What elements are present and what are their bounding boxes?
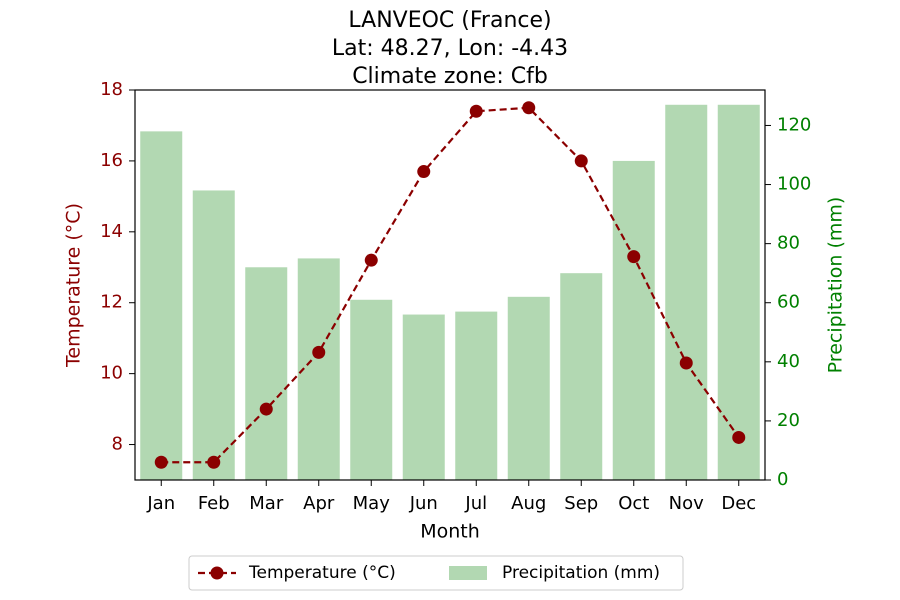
precipitation-bar-aug [507, 296, 550, 480]
precipitation-bars [140, 104, 760, 481]
temperature-tick-label: 8 [112, 434, 123, 455]
x-tick-label-jan: Jan [146, 493, 175, 514]
x-axis: Jan Feb Mar Apr May Jun Jul Aug Sep Oct Nov Dec [146, 480, 756, 514]
temperature-point-dec [732, 430, 746, 444]
temperature-point-mar [259, 402, 273, 416]
temperature-point-feb [207, 455, 221, 469]
chart-title: LANVEOC (France) Lat: 48.27, Lon: -4.43 … [332, 8, 568, 89]
temperature-axis-label: Temperature (°C) [63, 203, 85, 368]
x-tick-label-dec: Dec [721, 493, 756, 514]
title-line-3: Climate zone: Cfb [352, 64, 548, 89]
temperature-tick-label: 12 [100, 292, 123, 313]
precipitation-bar-jun [402, 314, 445, 480]
precipitation-bar-sep [560, 273, 603, 480]
precipitation-bar-feb [192, 190, 235, 481]
x-tick-label-nov: Nov [669, 493, 704, 514]
temperature-line [161, 106, 740, 464]
temperature-point-sep [574, 154, 588, 168]
temperature-point-oct [627, 250, 641, 264]
precipitation-tick-label: 120 [777, 114, 811, 135]
plot-frame [134, 89, 766, 481]
legend-box [188, 555, 684, 591]
temperature-point-aug [522, 101, 536, 115]
legend-temperature-label: Temperature (°C) [248, 563, 396, 583]
x-tick-label-may: May [353, 493, 391, 514]
precipitation-bar-nov [665, 104, 708, 480]
x-tick-label-oct: Oct [618, 493, 649, 514]
x-tick-label-sep: Sep [564, 493, 598, 514]
precipitation-bar-jan [140, 131, 183, 480]
temperature-point-jun [417, 165, 431, 179]
legend-temperature-marker [210, 566, 224, 580]
temperature-tick-label: 18 [100, 79, 123, 100]
legend-precipitation-label: Precipitation (mm) [502, 563, 660, 583]
x-axis-label: Month [420, 521, 480, 543]
precipitation-tick-label: 60 [777, 292, 800, 313]
precipitation-axis-label: Precipitation (mm) [825, 197, 847, 374]
temperature-tick-label: 10 [100, 363, 123, 384]
temperature-series [154, 101, 746, 469]
temperature-point-jul [469, 104, 483, 118]
x-tick-label-jul: Jul [464, 493, 487, 514]
temperature-point-may [364, 253, 378, 267]
legend-precipitation-swatch [449, 566, 487, 580]
temperature-tick-label: 14 [100, 221, 123, 242]
title-line-1: LANVEOC (France) [348, 8, 551, 33]
temperature-axis: 8 10 12 14 16 18 [100, 79, 135, 455]
x-tick-label-apr: Apr [303, 493, 335, 514]
temperature-point-jan [154, 455, 168, 469]
precipitation-axis: 0 20 40 60 80 100 120 [765, 114, 811, 490]
temperature-tick-label: 16 [100, 150, 123, 171]
precipitation-bar-mar [245, 267, 288, 480]
title-line-2: Lat: 48.27, Lon: -4.43 [332, 36, 568, 61]
precipitation-bar-oct [612, 160, 655, 480]
temperature-point-apr [312, 345, 326, 359]
precipitation-tick-label: 100 [777, 174, 811, 195]
precipitation-tick-label: 20 [777, 410, 800, 431]
precipitation-bar-dec [717, 104, 760, 480]
precipitation-tick-label: 80 [777, 233, 800, 254]
x-tick-label-mar: Mar [249, 493, 284, 514]
x-tick-label-jun: Jun [409, 493, 438, 514]
precipitation-tick-label: 40 [777, 351, 800, 372]
precipitation-bar-apr [297, 258, 340, 480]
precipitation-tick-label: 0 [777, 469, 788, 490]
precipitation-bar-may [350, 299, 393, 480]
x-tick-label-feb: Feb [198, 493, 230, 514]
temperature-point-nov [679, 356, 693, 370]
x-tick-label-aug: Aug [511, 493, 546, 514]
precipitation-bar-jul [455, 311, 498, 480]
legend: Temperature (°C) Precipitation (mm) [188, 555, 684, 591]
